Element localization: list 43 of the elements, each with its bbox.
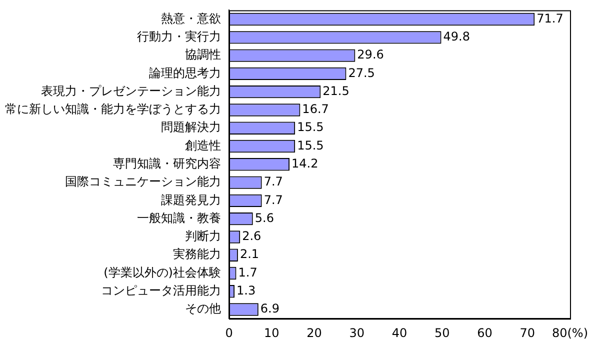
y-tick-label: その他	[185, 302, 221, 316]
data-label: 49.8	[443, 30, 470, 44]
y-tick-label: 論理的思考力	[149, 66, 221, 80]
y-tick-label: 問題解決力	[161, 120, 221, 134]
data-label: 1.3	[236, 284, 256, 298]
data-label: 29.6	[357, 48, 384, 62]
x-tick-label: 10	[264, 326, 280, 340]
y-tick-label: 課題発見力	[161, 192, 221, 207]
y-tick-label: 表現力・プレゼンテーション能力	[41, 84, 221, 98]
data-label: 27.5	[348, 66, 375, 80]
x-tick-label: 20	[306, 326, 322, 340]
data-label: 71.7	[536, 11, 564, 26]
data-label: 5.6	[254, 210, 274, 225]
data-label: 2.6	[242, 229, 262, 244]
y-tick-label: 判断力	[185, 229, 221, 244]
data-label: 16.7	[302, 102, 329, 116]
y-tick-label: (学業以外の)社会体験	[104, 265, 221, 280]
x-tick-label: 80(%)	[552, 326, 588, 340]
data-label: 1.7	[238, 265, 258, 280]
y-tick-label: 国際コミュニケーション能力	[65, 174, 221, 189]
data-label: 7.7	[264, 174, 283, 189]
data-label: 21.5	[322, 84, 350, 98]
y-tick-label: 行動力・実行力	[137, 30, 221, 44]
x-tick-label: 70	[520, 326, 536, 340]
x-tick-label: 60	[477, 326, 492, 340]
data-label: 6.9	[260, 302, 280, 316]
x-tick-label: 30	[349, 326, 365, 340]
y-tick-label: 一般知識・教養	[137, 210, 221, 225]
data-label: 14.2	[292, 156, 318, 171]
y-tick-label: 創造性	[185, 138, 221, 152]
y-tick-label: 協調性	[185, 48, 221, 62]
data-label: 7.7	[264, 192, 283, 207]
y-tick-label: 常に新しい知識・能力を学ぼうとする力	[5, 102, 221, 116]
data-label: 15.5	[297, 120, 324, 134]
x-tick-label: 50	[434, 326, 450, 340]
y-tick-label: 実務能力	[173, 247, 221, 262]
y-tick-label: 専門知識・研究内容	[113, 156, 221, 171]
y-tick-label: コンピュータ活用能力	[101, 284, 221, 298]
data-label: 2.1	[240, 247, 260, 262]
x-tick-label: 40	[392, 326, 408, 340]
x-tick-label: 0	[225, 326, 233, 340]
y-tick-label: 熱意・意欲	[161, 11, 221, 26]
data-label: 15.5	[297, 138, 324, 152]
